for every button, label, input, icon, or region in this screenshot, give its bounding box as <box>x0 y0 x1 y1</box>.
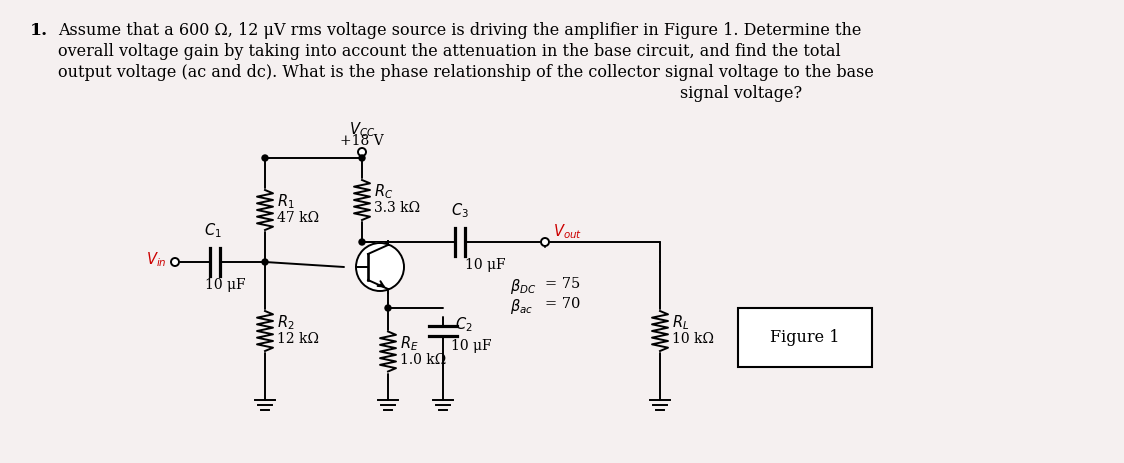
Text: 3.3 kΩ: 3.3 kΩ <box>374 201 420 215</box>
Text: Assume that a 600 Ω, 12 μV rms voltage source is driving the amplifier in Figure: Assume that a 600 Ω, 12 μV rms voltage s… <box>58 22 861 39</box>
FancyBboxPatch shape <box>738 308 872 367</box>
Text: signal voltage?: signal voltage? <box>680 85 803 102</box>
Text: 1.: 1. <box>30 22 48 39</box>
Text: 10 kΩ: 10 kΩ <box>672 332 714 346</box>
Text: = 70: = 70 <box>545 297 580 311</box>
Text: $V_{CC}$: $V_{CC}$ <box>348 120 375 139</box>
Text: $R_E$: $R_E$ <box>400 334 418 353</box>
Text: $R_2$: $R_2$ <box>277 313 294 332</box>
Circle shape <box>359 155 365 161</box>
Text: $C_3$: $C_3$ <box>451 201 469 220</box>
Circle shape <box>359 148 366 156</box>
Text: +18 V: +18 V <box>341 134 383 148</box>
Text: = 75: = 75 <box>545 277 580 291</box>
Circle shape <box>356 243 404 291</box>
Text: 10 μF: 10 μF <box>465 258 506 272</box>
Text: $V_{in}$: $V_{in}$ <box>146 250 167 269</box>
Text: $C_2$: $C_2$ <box>455 316 472 334</box>
Text: 10 μF: 10 μF <box>205 278 246 292</box>
Text: 47 kΩ: 47 kΩ <box>277 211 319 225</box>
Text: 10 μF: 10 μF <box>451 339 491 353</box>
Circle shape <box>262 259 268 265</box>
Text: Figure 1: Figure 1 <box>770 329 840 345</box>
Text: 1.0 kΩ: 1.0 kΩ <box>400 352 446 367</box>
Circle shape <box>171 258 179 266</box>
Text: $\beta_{ac}$: $\beta_{ac}$ <box>510 297 533 316</box>
Circle shape <box>386 305 391 311</box>
Text: $R_C$: $R_C$ <box>374 182 393 201</box>
Text: $C_1$: $C_1$ <box>205 221 221 240</box>
Text: output voltage (ac and dc). What is the phase relationship of the collector sign: output voltage (ac and dc). What is the … <box>58 64 873 81</box>
Text: overall voltage gain by taking into account the attenuation in the base circuit,: overall voltage gain by taking into acco… <box>58 43 841 60</box>
Text: $\beta_{DC}$: $\beta_{DC}$ <box>510 277 536 296</box>
Text: $V_{out}$: $V_{out}$ <box>553 223 582 241</box>
Circle shape <box>541 238 549 246</box>
Circle shape <box>359 239 365 245</box>
Circle shape <box>262 155 268 161</box>
Text: $R_L$: $R_L$ <box>672 313 689 332</box>
Text: 12 kΩ: 12 kΩ <box>277 332 319 346</box>
Text: $R_1$: $R_1$ <box>277 193 294 211</box>
